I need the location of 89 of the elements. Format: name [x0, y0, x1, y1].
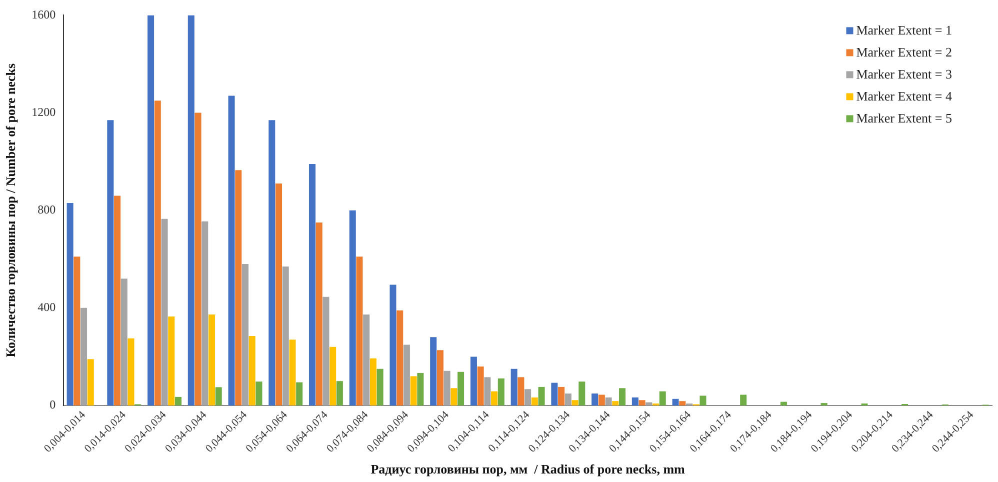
bar — [275, 184, 282, 406]
bar — [174, 396, 182, 406]
legend-label: Marker Extent = 5 — [856, 110, 952, 126]
bar — [498, 378, 504, 406]
bar — [403, 344, 410, 406]
bar — [458, 372, 464, 406]
bar — [470, 356, 477, 406]
legend-label: Marker Extent = 2 — [856, 44, 952, 60]
bar — [349, 210, 356, 406]
bar — [316, 222, 322, 406]
bar — [256, 382, 262, 406]
bar — [194, 112, 202, 406]
bar — [242, 264, 249, 406]
bar — [578, 382, 586, 406]
legend-label: Marker Extent = 4 — [856, 88, 952, 104]
bar — [168, 316, 175, 406]
bar — [780, 402, 787, 406]
bar — [356, 256, 363, 406]
bar — [524, 389, 532, 406]
y-axis-title: Количество горловины пор / Number of pore necks — [3, 63, 18, 358]
bar — [564, 394, 572, 406]
bar — [107, 120, 114, 406]
bar — [531, 397, 538, 406]
bar — [87, 359, 94, 406]
bar — [612, 401, 619, 406]
bar — [605, 397, 612, 406]
bar — [66, 203, 74, 406]
bar — [510, 368, 518, 406]
bar — [120, 278, 128, 406]
bar — [410, 376, 417, 406]
bar — [235, 170, 242, 406]
legend-label: Marker Extent = 3 — [856, 66, 952, 82]
bar — [444, 370, 450, 406]
bar — [477, 366, 484, 406]
bar — [430, 337, 437, 406]
bar — [336, 381, 343, 406]
bar — [322, 296, 330, 406]
bar — [296, 382, 303, 406]
bar — [538, 386, 545, 406]
bar — [188, 15, 194, 406]
bar — [208, 314, 215, 406]
bar — [632, 397, 638, 406]
bar — [646, 402, 652, 406]
bar — [450, 388, 458, 406]
bar — [638, 400, 646, 406]
legend-label: Marker Extent = 1 — [856, 22, 952, 38]
bar — [700, 396, 706, 406]
bar — [672, 398, 679, 406]
bar — [390, 284, 396, 406]
bar — [202, 221, 208, 406]
bar — [484, 377, 491, 406]
bar — [161, 218, 168, 406]
bar — [592, 394, 598, 406]
bar — [659, 391, 666, 406]
bar — [618, 388, 626, 406]
bar — [572, 400, 578, 406]
bar — [114, 196, 121, 406]
bar — [268, 120, 276, 406]
bar — [551, 382, 558, 406]
bar — [228, 96, 235, 406]
bar — [417, 373, 424, 406]
bar — [558, 386, 565, 406]
y-tick-label: 800 — [38, 202, 56, 216]
bar — [154, 100, 161, 406]
bar — [436, 350, 444, 406]
bar — [370, 358, 376, 406]
bar — [80, 308, 88, 406]
bar — [396, 310, 404, 406]
bar — [363, 314, 370, 406]
bar — [215, 387, 222, 406]
bar — [148, 15, 154, 406]
bar — [248, 336, 256, 406]
x-axis-title: Радиус горловины пор, мм / Radius of pore necks, mm — [370, 462, 686, 477]
bar — [308, 164, 316, 406]
y-tick-label: 1200 — [32, 104, 56, 119]
bar — [74, 256, 80, 406]
bar — [289, 340, 296, 406]
bar — [679, 401, 686, 406]
bar — [740, 394, 747, 406]
bar — [491, 391, 498, 406]
y-tick-label: 0 — [50, 398, 56, 412]
bar — [376, 368, 384, 406]
bar — [282, 266, 289, 406]
y-tick-label: 1600 — [32, 7, 56, 22]
bar — [518, 377, 524, 406]
bar — [128, 338, 134, 406]
y-tick-label: 400 — [38, 300, 56, 314]
bar — [598, 394, 605, 406]
bar — [330, 346, 336, 406]
